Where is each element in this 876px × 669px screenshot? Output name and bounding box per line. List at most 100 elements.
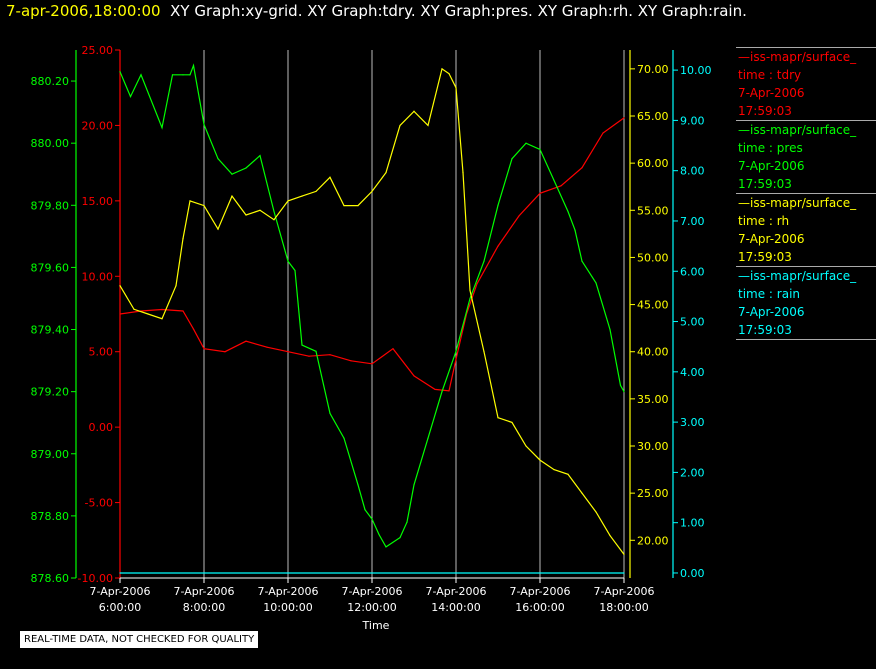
rh-series-line: [119, 67, 625, 555]
pres-data-point: [140, 74, 142, 76]
x-tick-label-time: 10:00:00: [263, 601, 312, 614]
tdry-tick-label: 15.00: [82, 195, 114, 208]
pres-data-point: [259, 155, 261, 157]
rh-tick-label: 70.00: [637, 63, 669, 76]
rh-tick-label: 40.00: [637, 346, 669, 359]
rh-tick-label: 45.00: [637, 299, 669, 312]
rh-data-point: [609, 534, 611, 537]
pres-data-point: [192, 64, 195, 67]
rh-tick-label: 35.00: [637, 393, 669, 406]
rh-tick-label: 20.00: [637, 534, 669, 547]
pres-data-point: [406, 521, 408, 523]
tdry-data-point: [392, 348, 394, 350]
rh-tick-label: 60.00: [637, 157, 669, 170]
rh-tick-label: 65.00: [637, 110, 669, 123]
tdry-data-point: [203, 348, 205, 350]
rh-data-point: [217, 228, 219, 230]
pres-data-point: [171, 74, 174, 76]
legend-time: 17:59:03: [738, 104, 792, 118]
rh-data-point: [182, 237, 184, 240]
pres-data-point: [189, 74, 191, 76]
pres-data-point: [357, 484, 359, 486]
rain-tick-label: 3.00: [680, 416, 705, 429]
rain-data-point: [119, 572, 121, 574]
legend-label: time : rh: [738, 214, 790, 228]
rain-tick-label: 0.00: [680, 567, 705, 580]
rh-data-point: [259, 209, 261, 211]
legend-label: time : pres: [738, 141, 803, 155]
x-tick-label-time: 14:00:00: [431, 601, 480, 614]
x-tick-label-date: 7-Apr-2006: [593, 585, 654, 598]
rh-tick-label: 30.00: [637, 440, 669, 453]
legend-date: 7-Apr-2006: [738, 86, 805, 100]
tdry-data-point: [581, 167, 583, 169]
x-tick-label-time: 6:00:00: [99, 601, 141, 614]
tdry-data-point: [602, 132, 604, 134]
legend-date: 7-Apr-2006: [738, 232, 805, 246]
tdry-data-point: [539, 192, 541, 194]
pres-data-point: [497, 204, 499, 206]
tdry-data-point: [308, 355, 310, 357]
pres-data-point: [525, 142, 527, 144]
rh-data-point: [273, 219, 275, 221]
pres-data-point: [301, 344, 303, 346]
pres-data-point: [182, 74, 184, 76]
tdry-tick-label: 20.00: [82, 119, 114, 132]
pres-data-point: [273, 210, 275, 213]
tdry-tick-label: -10.00: [78, 572, 113, 585]
pres-tick-label: 878.60: [31, 572, 70, 585]
pres-data-point: [287, 260, 289, 262]
legend-entry: —iss-mapr/surface_ time : pres 7-Apr-2006 1…: [736, 120, 876, 193]
pres-data-point: [399, 537, 401, 539]
rh-data-point: [427, 124, 429, 127]
rh-data-point: [161, 318, 163, 320]
x-tick-label-date: 7-Apr-2006: [89, 585, 150, 598]
pres-data-point: [161, 127, 163, 129]
x-tick-label-date: 7-Apr-2006: [425, 585, 486, 598]
rh-data-point: [343, 204, 345, 207]
rh-data-point: [553, 468, 555, 471]
pres-data-point: [385, 546, 387, 548]
pres-data-point: [623, 391, 625, 393]
pres-data-point: [567, 210, 569, 213]
rain-tick-label: 10.00: [680, 64, 712, 77]
x-tick-label-date: 7-Apr-2006: [257, 585, 318, 598]
pres-data-point: [315, 350, 317, 352]
legend-entry: —iss-mapr/surface_ time : rh 7-Apr-2006 17:…: [736, 193, 876, 266]
legend-time: 17:59:03: [738, 323, 792, 337]
x-tick-label-time: 8:00:00: [183, 601, 225, 614]
rh-data-point: [385, 171, 387, 174]
x-tick-label-date: 7-Apr-2006: [341, 585, 402, 598]
rh-data-point: [371, 190, 373, 193]
pres-data-point: [441, 391, 443, 393]
pres-data-point: [574, 229, 576, 231]
tdry-tick-label: 25.00: [82, 44, 114, 57]
pres-data-point: [511, 158, 513, 160]
rh-data-point: [133, 308, 135, 310]
pres-data-point: [119, 71, 121, 73]
rain-tick-label: 4.00: [680, 366, 705, 379]
legend-source: —iss-mapr/surface_: [738, 50, 857, 64]
rain-tick-label: 2.00: [680, 466, 705, 479]
tdry-data-point: [119, 313, 121, 315]
pres-data-point: [413, 484, 415, 486]
rh-data-point: [581, 492, 583, 494]
rh-data-point: [567, 473, 569, 475]
legend-divider: [736, 339, 876, 341]
rh-data-point: [147, 313, 149, 315]
rh-data-point: [287, 200, 289, 202]
rh-data-point: [203, 204, 205, 207]
rh-data-point: [189, 200, 191, 202]
tdry-tick-label: 5.00: [89, 346, 114, 359]
pres-data-point: [217, 158, 219, 160]
rh-data-point: [469, 289, 471, 292]
tdry-data-point: [623, 117, 625, 119]
rh-data-point: [175, 285, 177, 287]
legend-source: —iss-mapr/surface_: [738, 123, 857, 137]
rain-tick-label: 6.00: [680, 265, 705, 278]
legend-time: 17:59:03: [738, 250, 792, 264]
rh-data-point: [539, 459, 541, 461]
pres-data-point: [203, 123, 205, 126]
rh-data-point: [525, 445, 527, 447]
tdry-data-point: [224, 351, 226, 353]
